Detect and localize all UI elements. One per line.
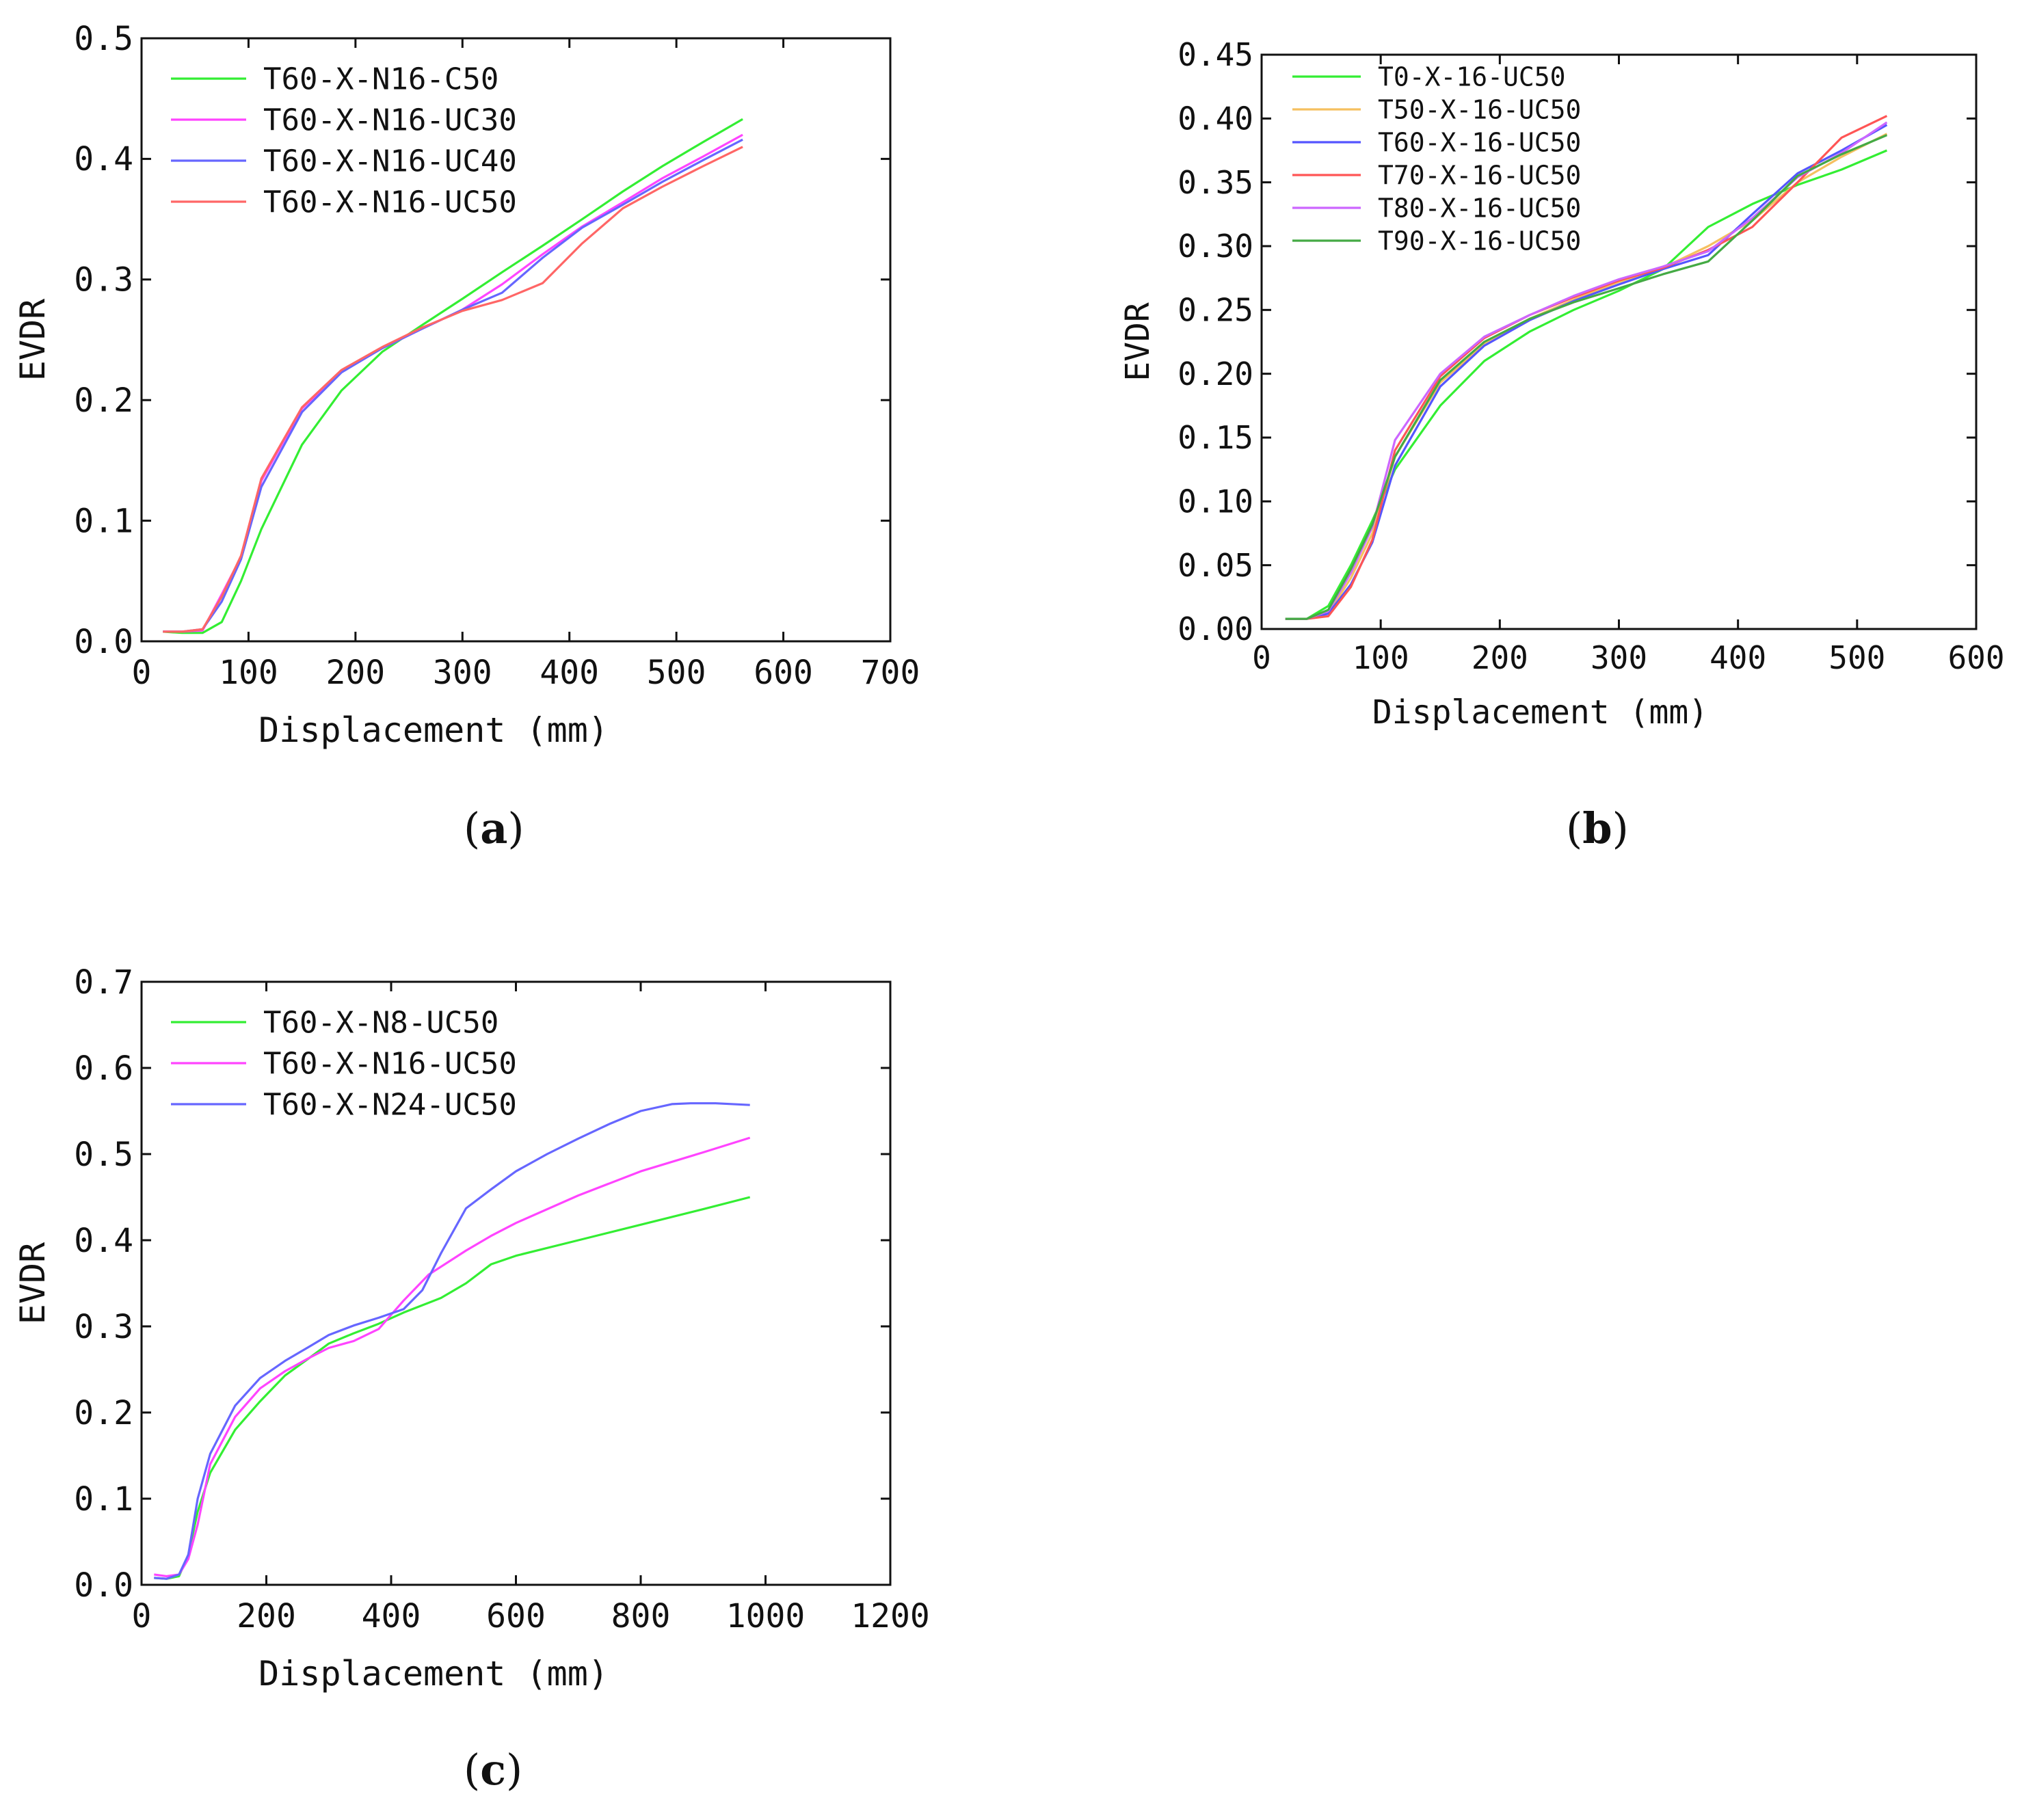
chart-svg-b: 0 100 200 300 400 500 600 0.00 0.05 0.10 0.15 0.20 0… — [1119, 36, 2005, 732]
series-line-T60-X-16-UC50 — [1285, 124, 1888, 620]
x-tick-label: 300 — [433, 654, 492, 692]
x-tick-label: 200 — [326, 654, 386, 692]
series-line-T80-X-16-UC50 — [1285, 121, 1888, 620]
plot-frame — [140, 37, 892, 643]
x-tick-label: 400 — [540, 654, 599, 692]
y-tick-label: 0.05 — [1178, 547, 1253, 584]
y-tick-label: 0.10 — [1178, 483, 1253, 520]
series-line-T60-X-N24-UC50 — [154, 1102, 750, 1580]
y-tick-label: 0.15 — [1178, 419, 1253, 456]
caption-letter-b: b — [1582, 803, 1612, 853]
x-tick-label: 800 — [611, 1597, 671, 1635]
y-tick-label: 0.4 — [74, 1222, 133, 1260]
y-tick-label: 0.0 — [74, 1566, 133, 1605]
legend-label: T90-X-16-UC50 — [1378, 226, 1581, 256]
y-axis-label: EVDR — [13, 298, 53, 381]
chart-panel-c: 0 200 400 600 800 1000 1200 0.0 0.1 0.2 0.3 0.4 0.5 0… — [0, 944, 957, 1820]
caption-c: (c) — [464, 1745, 523, 1795]
legend-label: T60-X-N16-C50 — [263, 62, 498, 96]
y-tick-label: 0.5 — [74, 1136, 133, 1174]
caption-letter-c: c — [480, 1745, 506, 1795]
y-tick-label: 0.3 — [74, 1308, 133, 1346]
y-tick-label: 0.30 — [1178, 228, 1253, 265]
y-tick-label: 0.25 — [1178, 291, 1253, 328]
chart-panel-b: 0 100 200 300 400 500 600 0.00 0.05 0.10 0.15 0.20 0… — [1094, 0, 2022, 889]
x-tick-label: 600 — [754, 654, 813, 692]
series-line-T50-X-16-UC50 — [1285, 133, 1888, 620]
legend-label: T80-X-16-UC50 — [1378, 193, 1581, 223]
series-line-T60-X-N16-UC50 — [163, 146, 743, 633]
legend-label: T0-X-16-UC50 — [1378, 62, 1566, 92]
x-tick-label: 500 — [1828, 639, 1885, 676]
y-tick-label: 0.7 — [74, 963, 133, 1002]
x-tick-label: 500 — [647, 654, 706, 692]
legend-label: T60-X-N16-UC40 — [263, 144, 517, 178]
x-tick-label: 600 — [486, 1597, 546, 1635]
legend-label: T60-X-N16-UC50 — [263, 185, 517, 219]
y-tick-label: 0.20 — [1178, 356, 1253, 392]
y-tick-label: 0.3 — [74, 261, 133, 299]
x-tick-label: 200 — [237, 1597, 296, 1635]
x-tick-label: 400 — [362, 1597, 421, 1635]
caption-a: (a) — [464, 803, 524, 853]
y-tick-label: 0.1 — [74, 1480, 133, 1518]
legend-label: T60-X-16-UC50 — [1378, 127, 1581, 157]
x-tick-label: 0 — [132, 1597, 152, 1635]
y-tick-label: 0.2 — [74, 1394, 133, 1432]
y-tick-label: 0.00 — [1178, 611, 1253, 647]
legend-label: T60-X-N16-UC50 — [263, 1046, 517, 1081]
legend-label: T60-X-N16-UC30 — [263, 103, 517, 137]
y-tick-label: 0.1 — [74, 502, 133, 540]
x-axis-label: Displacement (mm) — [258, 710, 609, 750]
caption-b: (b) — [1566, 803, 1629, 853]
caption-letter-a: a — [480, 803, 508, 853]
x-axis-label: Displacement (mm) — [258, 1654, 609, 1694]
series-line-T90-X-16-UC50 — [1285, 134, 1888, 620]
y-tick-label: 0.40 — [1178, 100, 1253, 137]
series-line-T0-X-16-UC50 — [1285, 149, 1888, 620]
y-axis-label: EVDR — [1119, 302, 1157, 382]
chart-svg-a: 0 100 200 300 400 500 600 700 0.0 0.1 0.2 0.3 0.4 0.5… — [13, 20, 920, 750]
x-tick-label: 1000 — [726, 1597, 806, 1635]
x-tick-label: 200 — [1472, 639, 1528, 676]
x-tick-label: 600 — [1947, 639, 2004, 676]
legend-label: T50-X-16-UC50 — [1378, 94, 1581, 124]
legend-label: T70-X-16-UC50 — [1378, 160, 1581, 190]
chart-svg-c: 0 200 400 600 800 1000 1200 0.0 0.1 0.2 0.3 0.4 0.5 0… — [13, 963, 930, 1694]
series-line-T60-X-N16-UC50 — [154, 1136, 751, 1578]
series-line-T60-X-N8-UC50 — [154, 1196, 751, 1580]
y-tick-label: 0.35 — [1178, 164, 1253, 201]
series-line-T70-X-16-UC50 — [1285, 115, 1888, 620]
x-axis-label: Displacement (mm) — [1372, 693, 1708, 732]
x-tick-label: 0 — [132, 654, 152, 692]
y-tick-label: 0.5 — [74, 20, 133, 58]
legend-label: T60-X-N8-UC50 — [263, 1005, 498, 1040]
y-tick-label: 0.45 — [1178, 36, 1253, 73]
x-tick-label: 1200 — [851, 1597, 930, 1635]
y-tick-label: 0.2 — [74, 382, 133, 420]
y-axis-label: EVDR — [13, 1242, 53, 1324]
y-tick-label: 0.0 — [74, 623, 133, 661]
x-tick-label: 700 — [861, 654, 920, 692]
x-tick-label: 0 — [1252, 639, 1271, 676]
x-tick-label: 300 — [1591, 639, 1647, 676]
x-tick-label: 400 — [1710, 639, 1766, 676]
legend-label: T60-X-N24-UC50 — [263, 1087, 517, 1122]
y-tick-label: 0.6 — [74, 1049, 133, 1088]
x-tick-label: 100 — [219, 654, 278, 692]
chart-panel-a: 0 100 200 300 400 500 600 700 0.0 0.1 0.2 0.3 0.4 0.5… — [0, 0, 957, 889]
y-tick-label: 0.4 — [74, 140, 133, 178]
x-tick-label: 100 — [1353, 639, 1409, 676]
